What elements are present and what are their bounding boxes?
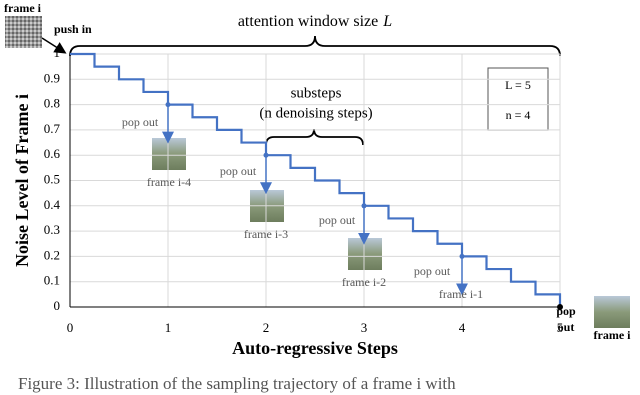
settings-box	[487, 67, 549, 131]
y-tick-label: 0.6	[44, 146, 61, 161]
annotation: pop	[556, 304, 576, 318]
annotation: frame i	[594, 328, 632, 342]
annotation: pop out	[319, 213, 356, 227]
annotation: frame i-1	[439, 287, 483, 301]
y-tick-label: 0.2	[44, 247, 60, 262]
annotation: pop out	[122, 115, 159, 129]
annotation: L	[382, 13, 392, 30]
x-axis-label: Auto-regressive Steps	[232, 338, 398, 358]
x-tick-label: 4	[459, 320, 466, 335]
annotation: frame i-2	[342, 275, 386, 289]
annotation: attention window size	[238, 13, 378, 30]
annotation: frame i	[4, 1, 42, 15]
y-tick-label: 0.3	[44, 222, 60, 237]
annotation: frame i-3	[244, 227, 288, 241]
pop-point	[263, 152, 269, 158]
x-tick-label: 0	[67, 320, 74, 335]
line	[70, 52, 562, 307]
annotation: attention window size L	[238, 13, 392, 30]
y-tick-label: 0.1	[44, 273, 60, 288]
annotation: pop out	[220, 164, 257, 178]
x-tick-label: 2	[263, 320, 270, 335]
x-tick-label: 3	[361, 320, 368, 335]
caption: Figure 3: Illustration of the sampling t…	[18, 374, 456, 393]
annotation: frame i-4	[147, 175, 191, 189]
y-tick-label: 0.9	[44, 70, 60, 85]
y-tick-label: 0.4	[44, 197, 61, 212]
pop-point	[459, 253, 465, 259]
y-tick-label: 1	[54, 45, 61, 60]
y-axis-label: Noise Level of Frame i	[12, 94, 32, 267]
annotation: (n denoising steps)	[259, 105, 372, 121]
x-tick-label: 5	[557, 320, 564, 335]
y-tick-label: 0.5	[44, 171, 60, 186]
annotation: n = 4	[506, 108, 531, 122]
pop-point	[165, 102, 171, 108]
y-tick-label: 0	[54, 298, 61, 313]
pop-point	[557, 304, 563, 310]
x-tick-label: 1	[165, 320, 172, 335]
annotation: pop out	[414, 264, 451, 278]
annotation: L = 5	[505, 78, 531, 92]
braces	[69, 35, 561, 146]
y-tick-label: 0.8	[44, 96, 60, 111]
pop-point	[361, 203, 367, 209]
annotation: out	[558, 320, 575, 334]
annotation: substeps	[291, 85, 342, 101]
y-tick-label: 0.7	[44, 121, 61, 136]
annotation: push in	[54, 22, 92, 36]
